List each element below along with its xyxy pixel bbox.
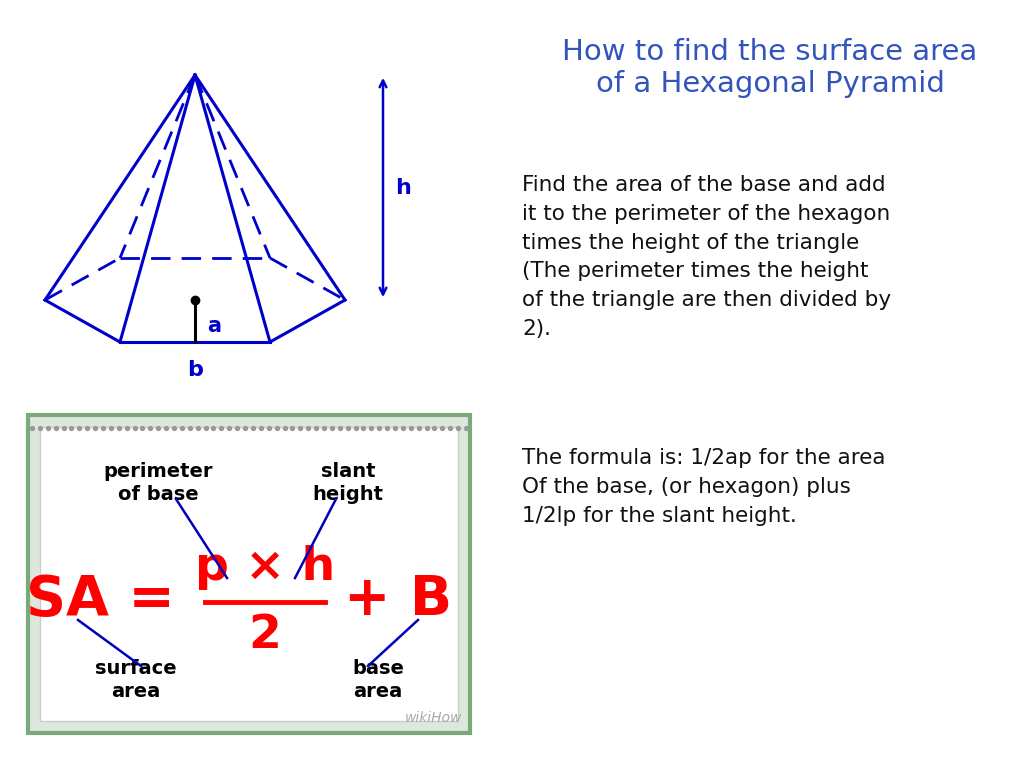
- Text: How to find the surface area: How to find the surface area: [562, 38, 978, 66]
- Text: base
area: base area: [352, 659, 403, 701]
- Text: b: b: [187, 360, 203, 380]
- Text: Find the area of the base and add
it to the perimeter of the hexagon
times the h: Find the area of the base and add it to …: [522, 175, 891, 339]
- Bar: [40, 427, 458, 721]
- Text: p × h: p × h: [195, 545, 335, 591]
- Text: SA =: SA =: [26, 573, 174, 627]
- Text: h: h: [395, 177, 411, 197]
- Text: surface
area: surface area: [95, 659, 177, 701]
- Text: of a Hexagonal Pyramid: of a Hexagonal Pyramid: [596, 70, 944, 98]
- Bar: [28, 415, 470, 733]
- Text: + B: + B: [344, 573, 452, 627]
- Text: slant
height: slant height: [312, 462, 384, 505]
- Text: a: a: [207, 316, 221, 336]
- Text: wikiHow: wikiHow: [404, 711, 462, 725]
- Text: The formula is: 1/2ap for the area
Of the base, (or hexagon) plus
1/2lp for the : The formula is: 1/2ap for the area Of th…: [522, 448, 886, 525]
- Text: perimeter
of base: perimeter of base: [103, 462, 213, 505]
- Text: 2: 2: [249, 613, 282, 657]
